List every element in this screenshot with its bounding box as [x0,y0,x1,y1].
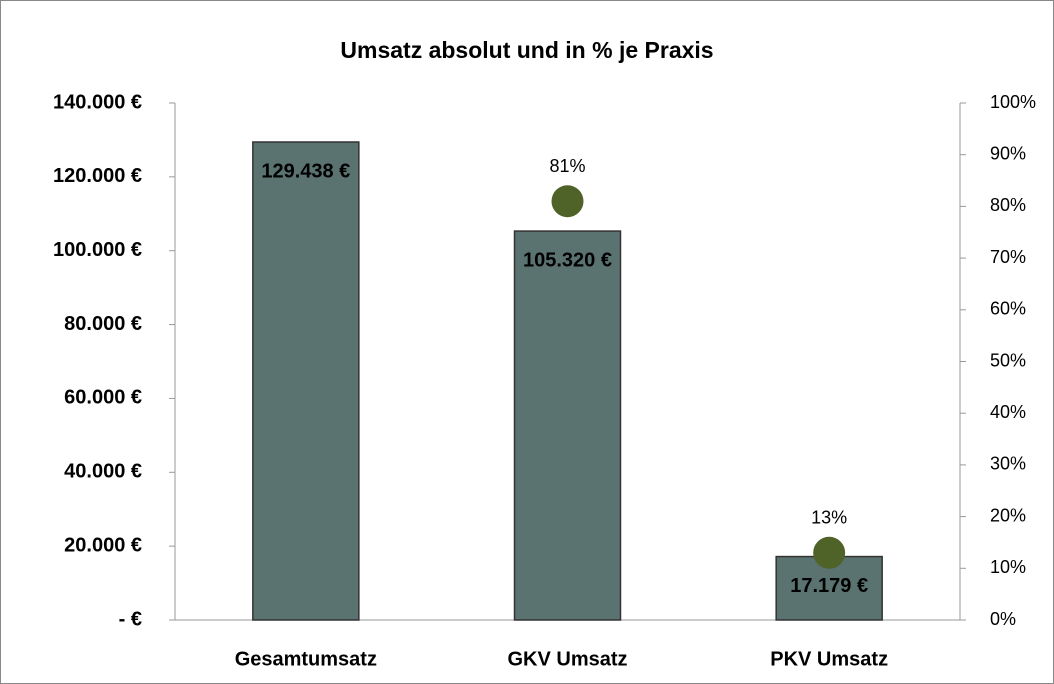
point-value-label: 13% [811,508,847,528]
y-tick-label: 140.000 € [53,91,142,113]
y2-tick-label: 0% [990,609,1016,629]
y2-tick-label: 40% [990,402,1026,422]
bar-value-label: 129.438 € [261,160,350,182]
y2-tick-label: 50% [990,350,1026,370]
y-tick-label: 60.000 € [64,387,142,409]
x-tick-label: Gesamtumsatz [235,648,377,670]
y2-tick-label: 30% [990,454,1026,474]
bar-value-label: 105.320 € [523,249,612,271]
x-tick-label: GKV Umsatz [507,648,627,670]
bar [252,141,360,621]
y-tick-label: 120.000 € [53,165,142,187]
y2-tick-label: 10% [990,557,1026,577]
y-tick-label: 20.000 € [64,534,142,556]
y2-tick-label: 90% [990,143,1026,163]
y-tick-label: - € [119,608,142,630]
bar [513,230,622,621]
point [551,185,584,218]
y2-tick-label: 100% [990,92,1036,112]
y2-tick-label: 60% [990,299,1026,319]
y2-tick-label: 80% [990,195,1026,215]
bar-value-label: 17.179 € [790,575,868,597]
point [813,536,846,569]
y2-tick-label: 20% [990,505,1026,525]
y2-tick-label: 70% [990,247,1026,267]
point-value-label: 81% [549,156,585,176]
y-tick-label: 80.000 € [64,313,142,335]
x-tick-label: PKV Umsatz [770,648,888,670]
y-tick-label: 100.000 € [53,239,142,261]
chart-title: Umsatz absolut und in % je Praxis [340,37,713,63]
y-tick-label: 40.000 € [64,461,142,483]
